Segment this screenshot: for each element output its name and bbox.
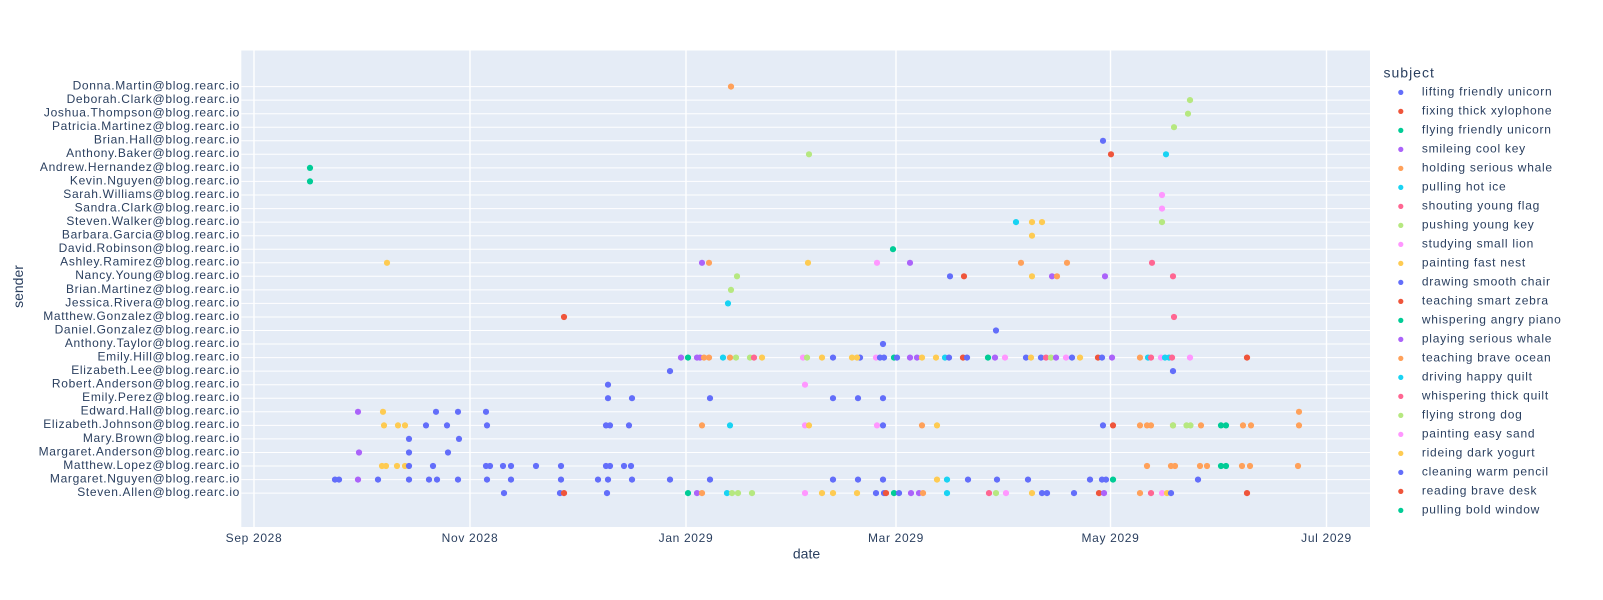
svg-text:Jan 2029: Jan 2029 — [659, 531, 714, 545]
svg-text:Patricia.Martinez@blog.rearc.i: Patricia.Martinez@blog.rearc.io — [52, 119, 240, 133]
svg-text:date: date — [793, 546, 820, 562]
svg-text:pulling hot ice: pulling hot ice — [1422, 180, 1506, 194]
svg-text:Joshua.Thompson@blog.rearc.io: Joshua.Thompson@blog.rearc.io — [44, 106, 240, 120]
svg-text:Sep 2028: Sep 2028 — [226, 531, 283, 545]
svg-text:shouting young flag: shouting young flag — [1422, 199, 1540, 213]
svg-text:painting fast nest: painting fast nest — [1422, 256, 1526, 270]
svg-text:Ashley.Ramirez@blog.rearc.io: Ashley.Ramirez@blog.rearc.io — [60, 255, 240, 269]
svg-text:Jul 2029: Jul 2029 — [1301, 531, 1352, 545]
svg-text:playing serious whale: playing serious whale — [1422, 332, 1552, 346]
svg-text:teaching smart zebra: teaching smart zebra — [1422, 294, 1549, 308]
svg-text:fixing thick xylophone: fixing thick xylophone — [1422, 104, 1552, 118]
svg-text:Kevin.Nguyen@blog.rearc.io: Kevin.Nguyen@blog.rearc.io — [70, 173, 240, 187]
svg-text:smileing cool key: smileing cool key — [1422, 142, 1526, 156]
svg-text:Deborah.Clark@blog.rearc.io: Deborah.Clark@blog.rearc.io — [67, 92, 240, 106]
svg-text:pushing young key: pushing young key — [1422, 218, 1535, 232]
svg-text:Emily.Hill@blog.rearc.io: Emily.Hill@blog.rearc.io — [98, 350, 241, 364]
svg-text:Robert.Anderson@blog.rearc.io: Robert.Anderson@blog.rearc.io — [52, 377, 240, 391]
svg-text:Elizabeth.Lee@blog.rearc.io: Elizabeth.Lee@blog.rearc.io — [71, 363, 240, 377]
svg-text:Emily.Perez@blog.rearc.io: Emily.Perez@blog.rearc.io — [82, 390, 240, 404]
svg-text:sender: sender — [10, 265, 26, 308]
svg-text:Margaret.Anderson@blog.rearc.i: Margaret.Anderson@blog.rearc.io — [39, 444, 240, 458]
svg-text:Jessica.Rivera@blog.rearc.io: Jessica.Rivera@blog.rearc.io — [65, 295, 240, 309]
svg-text:subject: subject — [1384, 65, 1435, 81]
svg-text:flying strong dog: flying strong dog — [1422, 408, 1523, 422]
svg-text:driving happy quilt: driving happy quilt — [1422, 370, 1533, 384]
svg-text:Andrew.Hernandez@blog.rearc.io: Andrew.Hernandez@blog.rearc.io — [40, 160, 240, 174]
svg-text:Edward.Hall@blog.rearc.io: Edward.Hall@blog.rearc.io — [81, 404, 240, 418]
svg-text:Matthew.Gonzalez@blog.rearc.io: Matthew.Gonzalez@blog.rearc.io — [43, 309, 240, 323]
svg-text:flying friendly unicorn: flying friendly unicorn — [1422, 123, 1552, 137]
svg-text:Brian.Martinez@blog.rearc.io: Brian.Martinez@blog.rearc.io — [66, 282, 240, 296]
svg-text:cleaning warm pencil: cleaning warm pencil — [1422, 465, 1549, 479]
svg-text:Daniel.Gonzalez@blog.rearc.io: Daniel.Gonzalez@blog.rearc.io — [55, 322, 240, 336]
svg-text:David.Robinson@blog.rearc.io: David.Robinson@blog.rearc.io — [59, 241, 240, 255]
svg-text:holding serious whale: holding serious whale — [1422, 161, 1553, 175]
svg-text:Sandra.Clark@blog.rearc.io: Sandra.Clark@blog.rearc.io — [75, 201, 240, 215]
svg-text:Nov 2028: Nov 2028 — [442, 531, 499, 545]
svg-text:Margaret.Nguyen@blog.rearc.io: Margaret.Nguyen@blog.rearc.io — [50, 472, 240, 486]
svg-text:Nancy.Young@blog.rearc.io: Nancy.Young@blog.rearc.io — [75, 268, 240, 282]
svg-text:drawing smooth chair: drawing smooth chair — [1422, 275, 1551, 289]
svg-text:Sarah.Williams@blog.rearc.io: Sarah.Williams@blog.rearc.io — [63, 187, 240, 201]
svg-text:whispering thick quilt: whispering thick quilt — [1421, 389, 1549, 403]
svg-text:whispering angry piano: whispering angry piano — [1421, 313, 1562, 327]
svg-text:Anthony.Taylor@blog.rearc.io: Anthony.Taylor@blog.rearc.io — [65, 336, 240, 350]
svg-text:painting easy sand: painting easy sand — [1422, 427, 1535, 441]
svg-text:Anthony.Baker@blog.rearc.io: Anthony.Baker@blog.rearc.io — [66, 146, 240, 160]
svg-text:studying small lion: studying small lion — [1422, 237, 1534, 251]
svg-text:pulling bold window: pulling bold window — [1422, 503, 1540, 517]
svg-text:reading brave desk: reading brave desk — [1422, 484, 1538, 498]
svg-text:Steven.Allen@blog.rearc.io: Steven.Allen@blog.rearc.io — [77, 485, 240, 499]
svg-text:Barbara.Garcia@blog.rearc.io: Barbara.Garcia@blog.rearc.io — [62, 228, 240, 242]
svg-text:Brian.Hall@blog.rearc.io: Brian.Hall@blog.rearc.io — [94, 133, 240, 147]
svg-text:Mary.Brown@blog.rearc.io: Mary.Brown@blog.rearc.io — [83, 431, 240, 445]
svg-text:Matthew.Lopez@blog.rearc.io: Matthew.Lopez@blog.rearc.io — [63, 458, 240, 472]
svg-text:rideing dark yogurt: rideing dark yogurt — [1422, 446, 1535, 460]
svg-text:Steven.Walker@blog.rearc.io: Steven.Walker@blog.rearc.io — [66, 214, 240, 228]
svg-text:lifting friendly unicorn: lifting friendly unicorn — [1422, 85, 1552, 99]
svg-text:May 2029: May 2029 — [1082, 531, 1140, 545]
svg-text:Mar 2029: Mar 2029 — [868, 531, 924, 545]
svg-text:teaching brave ocean: teaching brave ocean — [1422, 351, 1552, 365]
svg-text:Elizabeth.Johnson@blog.rearc.i: Elizabeth.Johnson@blog.rearc.io — [43, 417, 240, 431]
svg-text:Donna.Martin@blog.rearc.io: Donna.Martin@blog.rearc.io — [73, 79, 240, 93]
